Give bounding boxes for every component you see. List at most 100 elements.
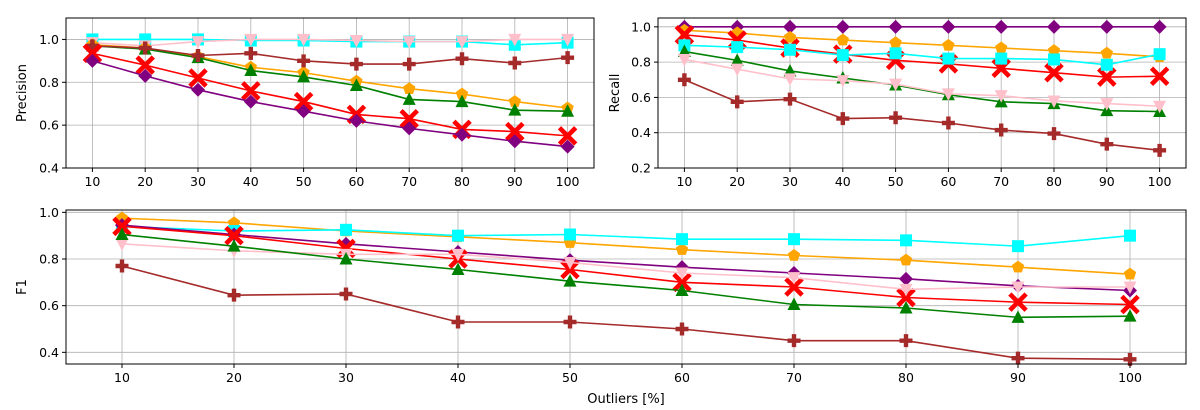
- y-tick-label: 0.8: [631, 55, 651, 70]
- data-point: [888, 19, 903, 34]
- x-tick-label: 30: [782, 174, 798, 189]
- data-point: [787, 249, 801, 261]
- data-point: [339, 252, 353, 265]
- data-point: [455, 36, 469, 49]
- series-line: [684, 58, 1160, 108]
- series-line: [92, 60, 568, 148]
- data-point: [1008, 292, 1028, 312]
- data-point: [1047, 19, 1061, 34]
- series-line: [92, 52, 568, 137]
- data-point: [191, 49, 205, 62]
- series-line: [121, 225, 1131, 306]
- data-point: [1152, 19, 1167, 34]
- data-point: [402, 92, 416, 105]
- series-line: [121, 225, 1131, 247]
- data-point: [836, 75, 850, 88]
- series-cyan: [86, 33, 574, 51]
- x-tick-label: 60: [674, 370, 690, 385]
- x-tick-label: 20: [226, 370, 242, 385]
- data-point: [563, 315, 577, 329]
- data-point: [241, 81, 261, 101]
- data-point: [1123, 309, 1137, 322]
- x-tick-label: 10: [676, 174, 692, 189]
- data-point: [889, 78, 903, 92]
- data-point: [783, 92, 797, 106]
- data-point: [899, 334, 913, 348]
- series-line: [92, 45, 568, 113]
- data-point: [1153, 100, 1167, 114]
- data-point: [561, 33, 575, 47]
- x-tick-label: 30: [190, 174, 206, 189]
- data-point: [896, 287, 916, 308]
- data-point: [1123, 352, 1137, 366]
- data-point: [227, 288, 241, 302]
- data-point: [349, 35, 363, 48]
- chart-recall: 10 20 30 40 50 60 70 80 90 100 0.2 0.4 0.6 0.8 1.0 Reca…: [608, 17, 1187, 189]
- y-tick-label: 1.0: [631, 19, 651, 34]
- data-point: [349, 113, 364, 128]
- series-orange: [115, 211, 1137, 280]
- data-point: [507, 134, 522, 149]
- x-tick-label: 40: [835, 174, 851, 189]
- data-point: [994, 123, 1008, 137]
- data-point: [1011, 281, 1025, 294]
- data-point: [1011, 351, 1025, 365]
- data-point: [1124, 229, 1136, 242]
- data-point: [402, 57, 416, 71]
- data-point: [787, 297, 801, 310]
- data-point: [889, 111, 903, 125]
- y-tick-label: 1.0: [39, 32, 59, 47]
- series-pink: [85, 33, 575, 53]
- data-point: [191, 36, 205, 49]
- data-point: [836, 33, 849, 46]
- data-point: [399, 108, 419, 129]
- data-point: [672, 272, 692, 293]
- x-tick-label: 80: [898, 370, 914, 385]
- data-point: [995, 41, 1008, 54]
- data-point: [787, 272, 801, 285]
- y-axis-label: Precision: [15, 64, 30, 122]
- chart-f1: 10 20 30 40 50 60 70 80 90 100 0.4 0.6 0.8 1.0 F1 Outli…: [15, 205, 1187, 407]
- x-tick-label: 60: [348, 174, 364, 189]
- data-point: [138, 68, 153, 83]
- data-point: [1153, 48, 1166, 61]
- data-point: [402, 121, 417, 136]
- series-line: [684, 79, 1160, 152]
- series-line: [121, 217, 1131, 275]
- data-point: [941, 88, 955, 101]
- data-point: [85, 53, 100, 68]
- data-point: [244, 63, 258, 76]
- data-point: [677, 44, 691, 58]
- x-tick-label: 70: [786, 370, 802, 385]
- data-point: [227, 239, 241, 252]
- data-point: [675, 267, 689, 280]
- chart-precision: 10 20 30 40 50 60 70 80 90 100 0.4 0.6 0.8 1.0 Precisi…: [15, 17, 595, 189]
- data-point: [995, 52, 1008, 65]
- data-point: [115, 238, 129, 251]
- data-point: [1099, 19, 1114, 34]
- x-tick-label: 30: [338, 370, 354, 385]
- x-tick-label: 90: [1099, 174, 1115, 189]
- data-point: [1100, 98, 1114, 111]
- data-point: [455, 127, 469, 142]
- data-point: [115, 259, 129, 273]
- data-point: [942, 38, 955, 51]
- data-point: [564, 228, 576, 241]
- data-point: [941, 116, 955, 130]
- y-tick-label: 0.6: [39, 118, 59, 133]
- data-point: [455, 94, 469, 108]
- data-point: [244, 46, 258, 60]
- data-point: [675, 322, 689, 336]
- data-point: [1011, 310, 1025, 323]
- data-point: [1011, 260, 1025, 273]
- data-point: [1100, 137, 1114, 151]
- data-point: [1123, 281, 1137, 294]
- series-line: [92, 43, 568, 109]
- data-point: [451, 262, 465, 275]
- plot-frame: [657, 17, 1187, 169]
- x-tick-label: 60: [940, 174, 956, 189]
- y-tick-label: 0.4: [39, 161, 59, 176]
- series-brown: [85, 39, 575, 71]
- data-point: [563, 257, 577, 270]
